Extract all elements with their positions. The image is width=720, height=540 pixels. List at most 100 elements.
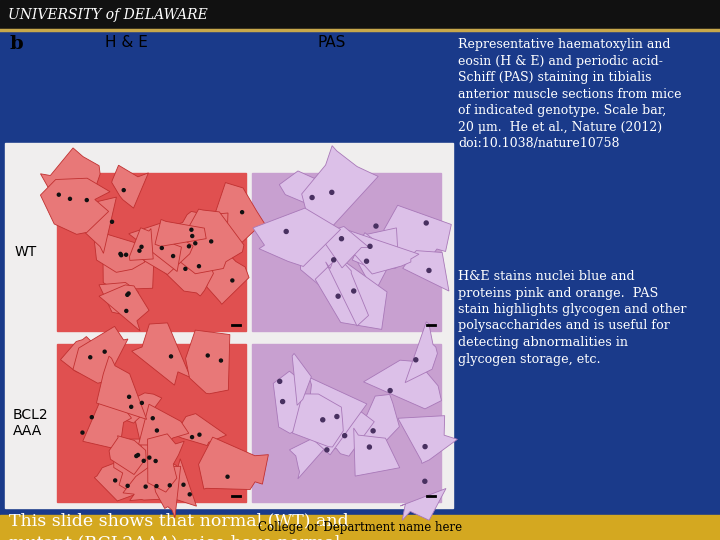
Polygon shape [103,243,158,289]
Polygon shape [94,457,150,501]
Circle shape [336,294,340,298]
Polygon shape [186,330,230,394]
Polygon shape [123,463,164,501]
Circle shape [125,253,127,256]
Text: WT: WT [15,245,37,259]
Circle shape [103,350,106,353]
Polygon shape [40,178,110,234]
Polygon shape [402,251,449,291]
Polygon shape [138,404,189,445]
Text: BCL2
AAA: BCL2 AAA [13,408,49,438]
Polygon shape [114,439,169,495]
Circle shape [414,358,418,362]
Circle shape [423,444,427,449]
Polygon shape [73,326,128,383]
Circle shape [191,436,194,438]
Text: H & E: H & E [104,35,148,50]
Circle shape [188,493,192,496]
Polygon shape [279,171,329,209]
Polygon shape [153,467,181,518]
Circle shape [58,193,60,196]
Polygon shape [292,353,311,406]
Polygon shape [349,228,397,293]
Circle shape [206,354,210,357]
Polygon shape [109,436,146,475]
Polygon shape [134,229,193,274]
Text: PAS: PAS [318,35,346,50]
Circle shape [184,267,187,271]
Circle shape [278,379,282,383]
Polygon shape [253,208,341,266]
Circle shape [427,268,431,273]
Circle shape [343,434,347,437]
Bar [252,173,441,331]
Polygon shape [72,197,117,253]
Polygon shape [400,489,446,521]
Polygon shape [99,282,141,317]
Circle shape [81,431,84,434]
Bar [252,344,441,502]
Circle shape [130,406,132,408]
Circle shape [155,484,158,488]
Text: UNIVERSITY of DELAWARE: UNIVERSITY of DELAWARE [8,8,208,22]
Circle shape [169,355,173,358]
Polygon shape [94,231,145,272]
Circle shape [120,254,122,256]
Circle shape [335,415,339,419]
Circle shape [140,245,143,248]
Bar [0,515,720,540]
Circle shape [367,445,372,449]
Polygon shape [174,212,228,251]
Polygon shape [165,249,213,296]
Circle shape [125,309,128,313]
Polygon shape [157,457,197,506]
Bar [57,173,246,331]
Circle shape [114,479,117,482]
Circle shape [190,228,193,231]
Polygon shape [155,219,206,246]
Circle shape [89,356,91,359]
Polygon shape [315,257,387,329]
Circle shape [171,254,174,258]
Polygon shape [308,377,367,455]
Circle shape [220,359,222,362]
Circle shape [126,293,129,296]
Polygon shape [96,356,147,420]
Circle shape [424,221,428,225]
Circle shape [140,401,143,404]
Circle shape [138,249,141,252]
Bar [5,143,453,508]
Polygon shape [132,406,170,463]
Text: College or Department name here: College or Department name here [258,521,462,534]
Circle shape [368,244,372,248]
Circle shape [352,289,356,293]
Circle shape [325,448,329,452]
Circle shape [371,429,375,433]
Circle shape [126,484,129,487]
Bar [57,344,246,502]
Polygon shape [209,183,269,242]
Polygon shape [99,285,149,331]
Polygon shape [40,148,100,211]
Polygon shape [319,226,369,268]
Circle shape [332,258,336,262]
Polygon shape [173,209,244,274]
Polygon shape [405,322,438,383]
Text: H&E stains nuclei blue and
proteins pink and orange.  PAS
stain highlights glyco: H&E stains nuclei blue and proteins pink… [458,270,686,366]
Circle shape [388,389,392,393]
Bar [0,0,720,30]
Circle shape [198,433,201,436]
Text: b: b [10,35,24,53]
Circle shape [182,483,185,486]
Text: This slide shows that normal (WT) and
mutant (BCL2AAA) mice have normal
looking : This slide shows that normal (WT) and mu… [9,512,348,540]
Circle shape [119,252,122,255]
Polygon shape [302,146,378,230]
Circle shape [374,224,378,228]
Circle shape [156,429,158,432]
Circle shape [423,480,427,483]
Polygon shape [273,371,305,434]
Polygon shape [384,205,451,262]
Circle shape [143,460,145,462]
Circle shape [90,416,94,418]
Circle shape [148,456,151,459]
